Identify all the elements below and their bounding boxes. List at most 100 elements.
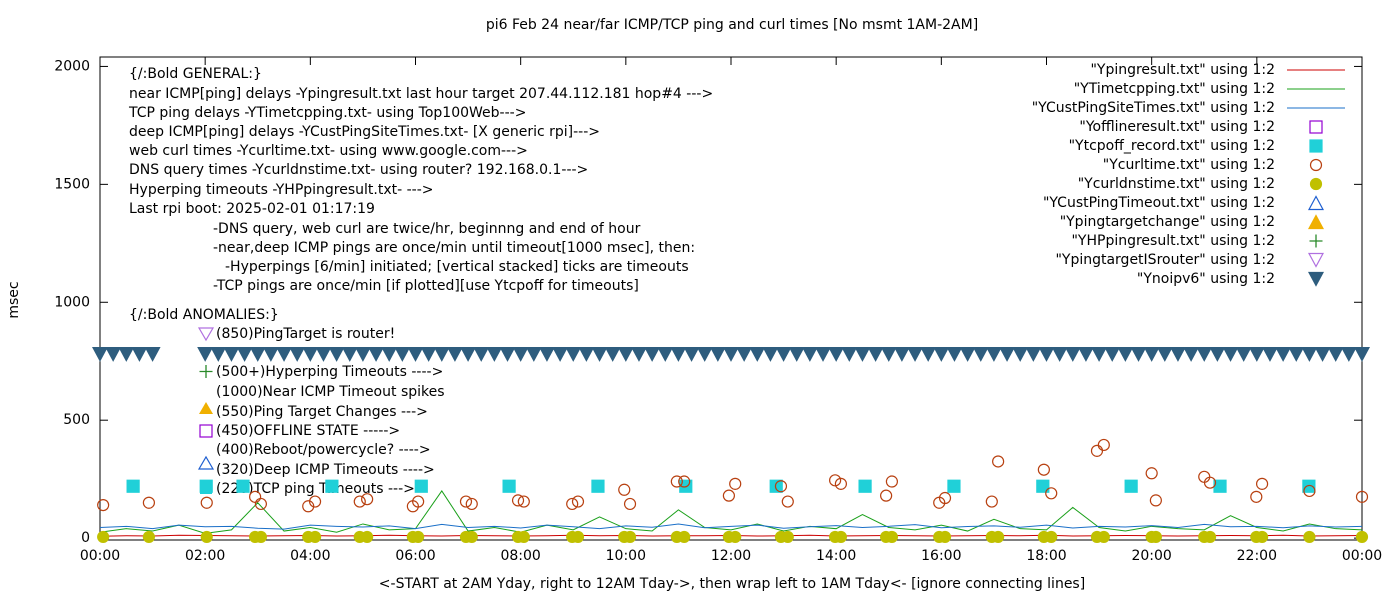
marker [538, 347, 555, 362]
y-axis-label: msec [6, 281, 22, 318]
annotation: (320)Deep ICMP Timeouts ----> [216, 462, 435, 478]
marker [412, 495, 425, 508]
marker [617, 347, 634, 362]
marker [1355, 490, 1369, 503]
marker [696, 347, 713, 362]
marker [262, 347, 279, 362]
y-tick-label: 0 [81, 530, 90, 546]
symbol [197, 327, 215, 342]
marker [893, 347, 910, 362]
marker [1051, 347, 1068, 362]
marker [885, 475, 899, 488]
y-tick-label: 1500 [54, 176, 90, 192]
marker [623, 530, 637, 544]
marker [946, 347, 963, 362]
x-tick-label: 10:00 [606, 548, 646, 564]
marker [1183, 347, 1200, 362]
legend-swatch [1309, 139, 1323, 153]
marker [992, 530, 1005, 544]
symbol [197, 455, 215, 470]
marker [938, 491, 952, 505]
annotation: -TCP pings are once/min [if plotted][use… [213, 278, 639, 294]
marker [729, 477, 742, 490]
marker [552, 347, 569, 362]
marker [834, 477, 847, 490]
marker [1091, 347, 1108, 362]
x-axis-label: <-START at 2AM Yday, right to 12AM Tday-… [379, 576, 1085, 592]
marker [517, 495, 530, 508]
marker [604, 347, 621, 362]
marker [361, 493, 374, 506]
y-tick-label: 500 [63, 412, 90, 428]
marker [328, 347, 345, 362]
annotation: Last rpi boot: 2025-02-01 01:17:19 [129, 201, 375, 217]
legend-swatch [1309, 158, 1323, 172]
marker [412, 530, 425, 544]
marker [368, 347, 385, 362]
marker [1303, 530, 1316, 544]
marker [880, 347, 897, 362]
marker [1036, 479, 1050, 493]
y-tick-label: 1000 [54, 294, 90, 310]
x-tick-label: 12:00 [711, 548, 751, 564]
legend-label: "Ypingresult.txt" using 1:2 [1090, 62, 1275, 78]
series-line [99, 523, 1363, 530]
marker [571, 530, 585, 544]
marker [722, 489, 735, 502]
marker [774, 480, 788, 493]
marker [1038, 347, 1055, 362]
marker [670, 347, 687, 362]
legend-label: "Ynoipv6" using 1:2 [1137, 271, 1275, 287]
marker [788, 347, 805, 362]
marker [315, 347, 332, 362]
marker [1248, 347, 1265, 362]
marker [131, 347, 148, 362]
marker [302, 500, 315, 513]
marker [678, 475, 691, 488]
x-tick-label: 00:00 [80, 548, 120, 564]
marker [223, 347, 240, 362]
marker [1156, 347, 1173, 362]
marker [992, 455, 1005, 468]
legend-label: "Ytcpoff_record.txt" using 1:2 [1069, 138, 1275, 154]
marker [999, 347, 1016, 362]
legend-label: "Ycurldnstime.txt" using 1:2 [1078, 176, 1275, 192]
marker [199, 479, 213, 493]
marker [867, 347, 884, 362]
marker [420, 347, 437, 362]
marker [465, 497, 478, 511]
marker [828, 347, 845, 362]
marker [1222, 347, 1239, 362]
legend-swatch [1307, 252, 1325, 268]
annotation: (850)PingTarget is router! [216, 326, 395, 342]
marker [341, 347, 358, 362]
annotation: near ICMP[ping] delays -Ypingresult.txt … [129, 86, 713, 102]
marker [1275, 347, 1292, 362]
marker [657, 347, 674, 362]
marker [105, 347, 122, 362]
marker [959, 347, 976, 362]
marker [236, 479, 250, 493]
marker [1302, 479, 1316, 493]
marker [197, 347, 214, 362]
marker [1288, 347, 1305, 362]
marker [210, 347, 227, 362]
marker [1261, 347, 1278, 362]
marker [781, 495, 794, 508]
annotation: Hyperping timeouts -YHPpingresult.txt- -… [129, 182, 434, 198]
marker [678, 530, 691, 544]
marker [1353, 347, 1371, 362]
annotation: (400)Reboot/powercycle? ----> [216, 442, 431, 458]
marker [618, 483, 631, 496]
series-line [99, 490, 1363, 534]
marker [236, 347, 253, 362]
legend-swatch [1307, 271, 1325, 287]
annotation: (1000)Near ICMP Timeout spikes [216, 384, 445, 400]
marker [473, 347, 490, 362]
legend-label: "YHPpingresult.txt" using 1:2 [1071, 233, 1275, 249]
annotation: {/:Bold ANOMALIES:} [129, 307, 279, 323]
marker [525, 347, 542, 362]
marker [880, 489, 893, 502]
marker [512, 347, 529, 362]
